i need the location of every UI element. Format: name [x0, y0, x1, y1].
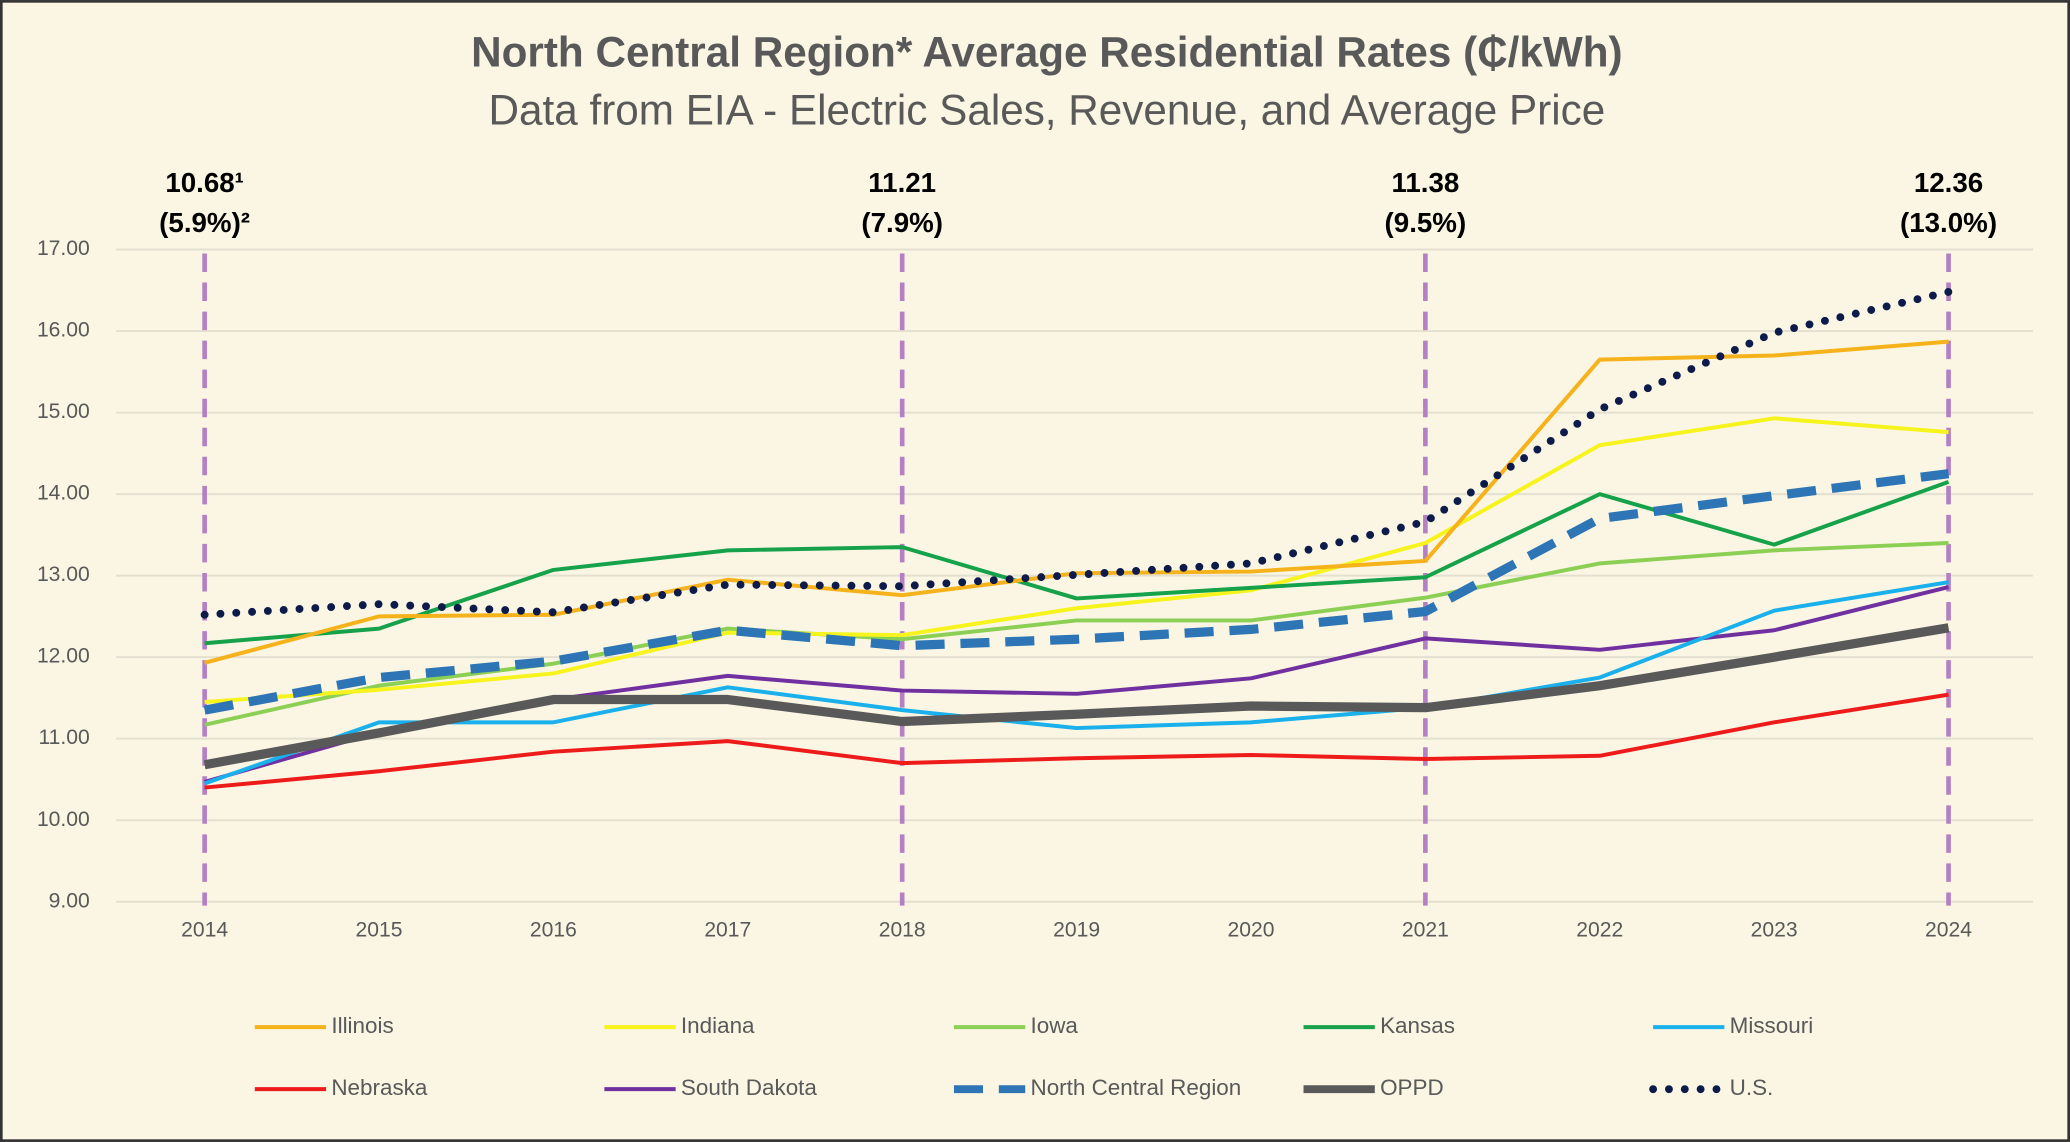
chart-subtitle: Data from EIA - Electric Sales, Revenue,…	[489, 87, 1606, 134]
chart-title: North Central Region* Average Residentia…	[471, 29, 1622, 76]
annotation-value: 11.21	[868, 167, 936, 198]
x-tick-label: 2020	[1227, 918, 1274, 941]
x-tick-label: 2022	[1576, 918, 1623, 941]
x-tick-label: 2017	[704, 918, 751, 941]
series-line	[204, 339, 1949, 665]
x-tick-label: 2014	[181, 918, 228, 941]
annotation-value: 12.36	[1914, 167, 1983, 198]
x-tick-label: 2023	[1751, 918, 1798, 941]
legend-label: North Central Region	[1031, 1075, 1242, 1100]
x-tick-label: 2024	[1925, 918, 1972, 941]
x-tick-label: 2021	[1402, 918, 1449, 941]
x-tick-label: 2015	[356, 918, 403, 941]
series-line	[204, 416, 1949, 704]
y-tick-label: 15.00	[37, 400, 90, 423]
annotation-change: (5.9%)²	[159, 207, 250, 238]
annotation-value: 11.38	[1391, 167, 1459, 198]
y-tick-label: 9.00	[49, 889, 90, 912]
legend-label: Nebraska	[331, 1075, 428, 1100]
y-tick-label: 13.00	[37, 563, 90, 586]
series-line	[200, 287, 1953, 619]
y-tick-label: 16.00	[37, 319, 90, 342]
annotation-change: (9.5%)	[1385, 207, 1467, 238]
x-tick-label: 2018	[879, 918, 926, 941]
series-line	[204, 692, 1949, 790]
series-line	[203, 623, 1950, 770]
legend-label: Indiana	[681, 1013, 755, 1038]
annotation-value: 10.68¹	[165, 167, 244, 198]
series-line	[203, 469, 1950, 715]
legend-label: South Dakota	[681, 1075, 817, 1100]
annotation-change: (13.0%)	[1900, 207, 1997, 238]
legend-label: Kansas	[1380, 1013, 1455, 1038]
y-tick-label: 10.00	[37, 808, 90, 831]
legend-label: OPPD	[1380, 1075, 1444, 1100]
y-tick-label: 14.00	[37, 482, 90, 505]
x-tick-label: 2016	[530, 918, 577, 941]
x-tick-label: 2019	[1053, 918, 1100, 941]
y-tick-label: 17.00	[37, 237, 90, 260]
y-tick-label: 12.00	[37, 645, 90, 668]
y-tick-label: 11.00	[39, 726, 90, 749]
annotation-change: (7.9%)	[861, 207, 943, 238]
legend-label: Missouri	[1730, 1013, 1814, 1038]
legend-label: Illinois	[331, 1013, 393, 1038]
series-line	[203, 580, 1949, 786]
legend-label: U.S.	[1730, 1075, 1774, 1100]
legend-label: Iowa	[1031, 1013, 1079, 1038]
